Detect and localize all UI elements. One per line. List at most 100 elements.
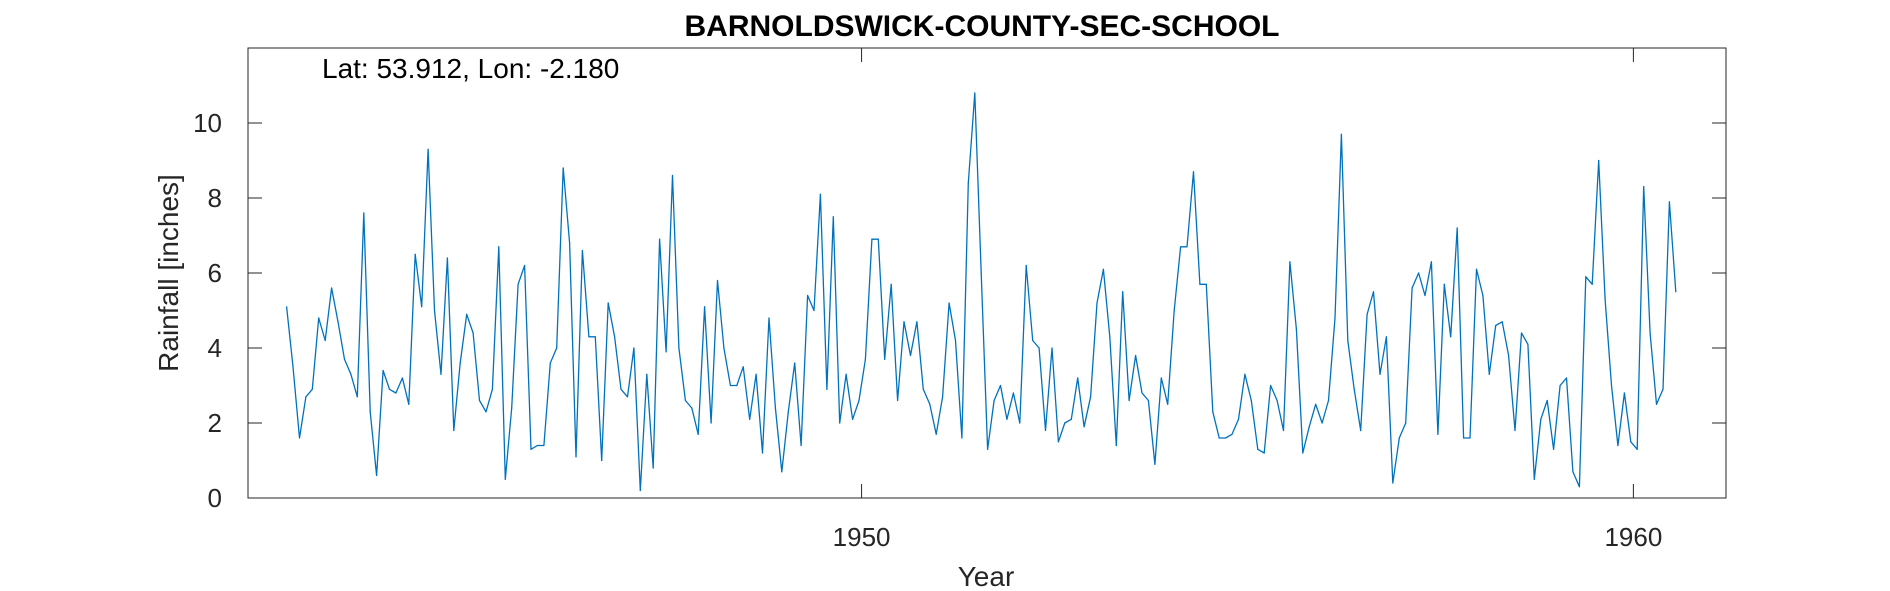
data-point	[382, 369, 384, 372]
data-point	[742, 366, 744, 368]
data-point	[646, 373, 648, 375]
data-point	[549, 362, 551, 364]
data-point	[1610, 384, 1613, 387]
data-point	[298, 437, 301, 439]
data-point	[1315, 403, 1317, 405]
data-point	[1141, 392, 1143, 394]
y-tick-label: 2	[208, 408, 222, 438]
data-point	[376, 474, 378, 477]
data-point	[1553, 448, 1555, 450]
data-point	[337, 321, 339, 323]
data-point	[581, 249, 584, 252]
data-point	[1398, 437, 1400, 439]
data-point	[749, 418, 751, 420]
y-tick-label: 10	[193, 108, 222, 138]
data-point	[1456, 227, 1458, 229]
data-point	[388, 388, 391, 390]
data-point	[826, 388, 828, 390]
data-point	[1070, 418, 1072, 420]
data-point	[684, 399, 687, 402]
data-point	[710, 422, 712, 424]
data-point	[723, 347, 725, 349]
data-point	[1102, 268, 1104, 270]
data-point	[819, 193, 822, 195]
data-point	[1250, 399, 1252, 402]
data-point	[1520, 332, 1523, 334]
data-point	[839, 422, 841, 424]
data-point	[543, 444, 545, 447]
data-point	[980, 272, 982, 274]
data-point	[1372, 291, 1375, 293]
data-point	[1154, 463, 1156, 465]
data-point	[1514, 429, 1516, 432]
y-axis-label: Rainfall [inches]	[153, 174, 184, 372]
data-point	[1591, 283, 1593, 285]
data-point	[324, 339, 326, 342]
data-point	[652, 467, 654, 469]
data-point	[1192, 171, 1195, 173]
data-point	[401, 377, 403, 379]
data-point	[517, 283, 519, 285]
data-point	[1379, 373, 1381, 375]
data-point	[511, 407, 513, 409]
data-point	[659, 238, 661, 240]
data-point	[524, 264, 526, 267]
data-point	[1540, 418, 1542, 420]
data-point	[903, 321, 905, 323]
data-point	[1508, 354, 1510, 357]
data-point	[485, 411, 487, 413]
data-point	[1327, 399, 1330, 402]
data-point	[1636, 448, 1638, 450]
data-point	[671, 174, 674, 177]
data-point	[1450, 336, 1452, 338]
y-tick-label: 8	[208, 183, 222, 213]
data-point	[1167, 403, 1169, 405]
data-point	[1437, 433, 1439, 435]
data-point	[704, 306, 706, 308]
data-point	[1147, 399, 1149, 402]
data-point	[922, 388, 924, 390]
data-point	[1302, 452, 1304, 454]
data-point	[408, 403, 410, 405]
data-point	[1270, 384, 1272, 387]
y-tick-label: 0	[208, 483, 222, 513]
data-point	[363, 212, 365, 214]
data-point	[1044, 429, 1047, 432]
data-point	[858, 399, 860, 402]
data-point	[1527, 343, 1529, 345]
data-point	[318, 317, 320, 319]
data-point	[575, 456, 577, 458]
data-point	[1019, 422, 1021, 424]
data-point	[1488, 373, 1490, 375]
chart-title: BARNOLDSWICK-COUNTY-SEC-SCHOOL	[685, 10, 1280, 43]
data-point	[845, 373, 847, 375]
data-point	[311, 388, 313, 390]
data-point	[1578, 486, 1580, 488]
data-point	[1360, 429, 1362, 432]
data-point	[433, 309, 436, 312]
rainfall-series-line	[285, 92, 1677, 492]
data-point	[761, 452, 764, 454]
data-point	[1212, 411, 1214, 413]
data-point	[1598, 159, 1600, 162]
data-point	[729, 384, 732, 387]
data-point	[440, 373, 442, 375]
data-point	[1533, 478, 1535, 480]
data-point	[1630, 441, 1632, 443]
data-point	[536, 444, 539, 447]
data-point	[1353, 388, 1355, 390]
data-point	[1475, 268, 1478, 270]
data-point	[967, 182, 969, 184]
data-point	[665, 351, 667, 353]
data-point	[556, 347, 558, 349]
data-point	[1122, 291, 1124, 293]
data-point	[498, 246, 500, 248]
data-point	[1617, 444, 1619, 447]
data-point	[884, 358, 886, 360]
data-point	[369, 411, 371, 413]
data-point	[1443, 283, 1445, 285]
data-point	[1231, 433, 1233, 435]
data-point	[1308, 426, 1310, 428]
data-point	[1295, 328, 1297, 330]
